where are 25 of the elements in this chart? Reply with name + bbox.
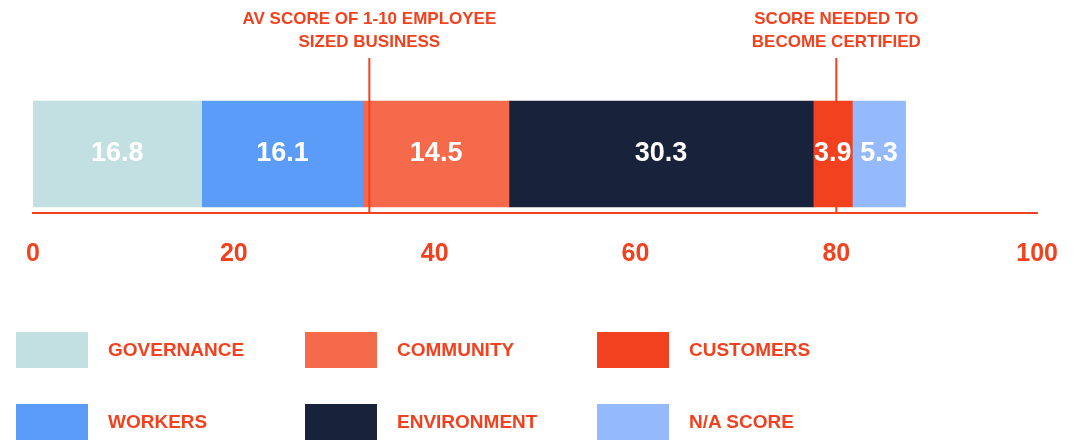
- data-label: 16.8: [91, 137, 144, 168]
- legend-label: CUSTOMERS: [689, 339, 811, 361]
- data-label: 14.5: [409, 137, 463, 168]
- x-tick-label: 0: [26, 237, 40, 266]
- legend-label: GOVERNANCE: [108, 339, 245, 361]
- legend-label: N/A SCORE: [689, 411, 794, 433]
- data-label: 30.3: [634, 137, 688, 168]
- data-label: 5.3: [860, 137, 898, 168]
- x-tick-label: 100: [1016, 237, 1058, 266]
- x-tick-label: 40: [420, 237, 449, 266]
- x-tick-label: 20: [219, 237, 248, 266]
- ref-line-label: SCORE NEEDED TO BECOME CERTIFIED: [751, 8, 921, 51]
- bar: [201, 100, 364, 208]
- data-label: 3.9: [814, 137, 852, 168]
- legend-label: WORKERS: [108, 411, 208, 433]
- x-tick-label: 60: [621, 237, 650, 266]
- ref-line-label: AV SCORE OF 1-10 EMPLOYEE SIZED BUSINESS: [242, 8, 497, 51]
- bar: [32, 100, 202, 208]
- legend-label: COMMUNITY: [397, 339, 515, 361]
- bar: [852, 100, 906, 208]
- legend-label: ENVIRONMENT: [397, 411, 538, 433]
- bar: [363, 100, 510, 208]
- bar: [508, 100, 814, 208]
- x-tick-label: 80: [822, 237, 851, 266]
- data-label: 16.1: [256, 137, 309, 168]
